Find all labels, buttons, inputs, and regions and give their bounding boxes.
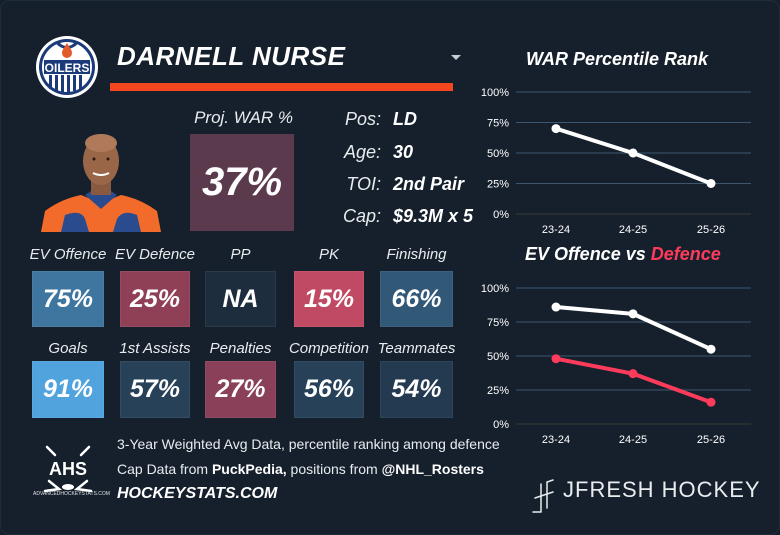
stat-value-box: 57%	[120, 361, 190, 418]
info-value: 2nd Pair	[393, 174, 465, 194]
player-headshot	[41, 134, 161, 232]
stat-value-box: 25%	[120, 271, 190, 327]
footer-text: positions from	[286, 461, 382, 477]
ahs-logo-text: AHS	[49, 459, 87, 479]
info-cap: Cap: $9.3M x 5	[326, 206, 473, 227]
data-point	[706, 397, 716, 407]
info-value: LD	[393, 109, 417, 129]
stat-label: PK	[318, 246, 339, 263]
oilers-logo-text: OILERS	[45, 61, 90, 75]
player-name: DARNELL NURSE	[117, 41, 346, 71]
info-label: Cap:	[342, 206, 381, 226]
stat-label: EV Defence	[114, 246, 196, 263]
oilers-logo: OILERS	[36, 36, 98, 98]
chart-title-offence: EV Offence vs	[525, 244, 651, 264]
x-tick-label: 23-24	[542, 434, 570, 446]
y-tick-label: 75%	[487, 317, 509, 329]
info-label: Pos:	[344, 109, 381, 129]
data-point	[551, 302, 561, 312]
y-tick-label: 100%	[481, 283, 509, 295]
y-tick-label: 50%	[487, 148, 509, 160]
stat-value-box: 56%	[294, 361, 364, 418]
source-puckpedia: PuckPedia,	[211, 461, 287, 477]
stat-label: 1st Assists	[119, 340, 191, 357]
stat-value-box: 75%	[32, 271, 104, 327]
y-tick-label: 50%	[487, 351, 509, 363]
x-tick-label: 24-25	[619, 224, 647, 236]
hockeystats-site: HOCKEYSTATS.COM	[117, 485, 278, 502]
chart-title-war: WAR Percentile Rank	[526, 49, 709, 69]
info-toi: TOI: 2nd Pair	[326, 174, 464, 195]
name-underline-bar	[110, 83, 453, 91]
x-tick-label: 25-26	[697, 434, 725, 446]
y-tick-label: 0%	[493, 419, 509, 431]
y-tick-label: 25%	[487, 179, 509, 191]
x-tick-label: 24-25	[619, 434, 647, 446]
y-tick-label: 0%	[493, 209, 509, 221]
x-tick-label: 23-24	[542, 224, 570, 236]
stat-value-box: 15%	[294, 271, 364, 327]
stat-value-box: 27%	[205, 361, 276, 418]
stat-value-box: 54%	[380, 361, 453, 418]
y-tick-label: 75%	[487, 118, 509, 130]
jfresh-hockey-brand: JFRESH HOCKEY	[563, 477, 761, 502]
data-point	[628, 148, 638, 158]
stat-value-box: 91%	[32, 361, 104, 418]
data-point	[551, 124, 561, 134]
war-percentile-chart: 0% 25% 50% 75% 100% 23-24 24-25 25-26	[481, 87, 751, 236]
jfresh-stick-icon	[532, 479, 554, 513]
data-point	[628, 309, 638, 319]
stat-label: EV Offence	[29, 246, 107, 263]
info-label: TOI:	[346, 174, 381, 194]
stat-label: Goals	[48, 340, 88, 357]
stat-value-box: 66%	[380, 271, 453, 327]
data-point	[551, 354, 561, 364]
stat-label: PP	[230, 246, 251, 263]
stat-label: Teammates	[377, 340, 456, 357]
data-point	[706, 344, 716, 354]
proj-war-label: Proj. WAR %	[194, 108, 293, 127]
info-pos: Pos: LD	[326, 109, 417, 130]
footer-text: Cap Data from	[117, 461, 212, 477]
info-label: Age:	[343, 142, 381, 162]
y-tick-label: 25%	[487, 385, 509, 397]
chart-title-ev: EV Offence vs Defence	[525, 244, 721, 265]
ahs-logo: AHS	[43, 445, 93, 493]
stat-label: Competition	[288, 340, 370, 357]
source-nhl-rosters: @NHL_Rosters	[381, 461, 484, 477]
proj-war-value: 37%	[190, 134, 294, 231]
info-value: 30	[393, 142, 414, 162]
footer-note-method: 3-Year Weighted Avg Data, percentile ran…	[117, 436, 500, 452]
stat-label: Penalties	[209, 340, 272, 357]
footer-note-sources: Cap Data from PuckPedia, positions from …	[117, 461, 484, 477]
player-dropdown-caret-icon[interactable]	[451, 55, 461, 60]
data-point	[628, 369, 638, 379]
info-age: Age: 30	[326, 142, 413, 163]
info-value: $9.3M x 5	[393, 206, 474, 226]
y-tick-label: 100%	[481, 87, 509, 99]
stat-value-box: NA	[205, 271, 276, 327]
chart-title-defence: Defence	[650, 244, 721, 264]
stat-label: Finishing	[386, 246, 447, 263]
data-point	[706, 179, 716, 188]
x-tick-label: 25-26	[697, 224, 725, 236]
ev-offence-defence-chart: 0% 25% 50% 75% 100% 23-24 24-25 25-26	[481, 283, 751, 446]
series-line-ev-defence	[555, 356, 712, 405]
ahs-logo-caption: ADVANCEDHOCKEYSTATS.COM	[33, 491, 110, 497]
